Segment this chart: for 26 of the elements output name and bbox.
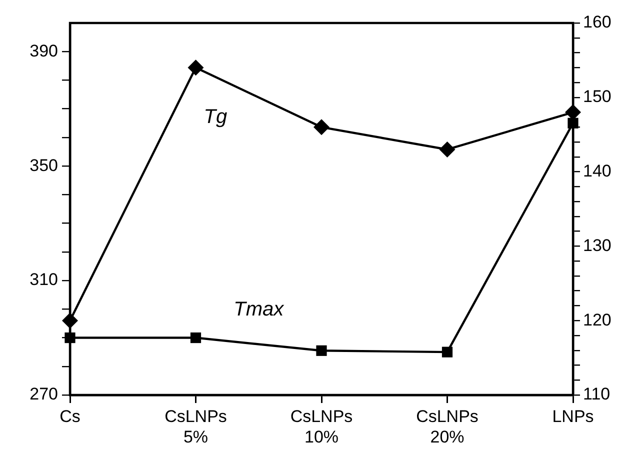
point [439, 141, 456, 158]
x-tick-label: CsLNPs 10% [290, 406, 353, 446]
y-tick-label: 310 [30, 270, 58, 290]
y-tick-label: 350 [30, 156, 58, 175]
x-tick-label: CsLNPs 20% [416, 406, 478, 446]
series-label: Tmax [234, 298, 285, 320]
point [316, 345, 327, 356]
y-tick-label: 390 [30, 41, 58, 60]
y2-tick-label: 150 [583, 87, 612, 106]
x-tick-label: Cs [60, 406, 80, 426]
y2-tick-label: 160 [583, 12, 612, 32]
y2-tick-label: 130 [583, 236, 612, 255]
x-tick-label: CsLNPs 5% [164, 406, 227, 446]
y2-tick-label: 120 [583, 310, 612, 330]
point [314, 119, 330, 136]
point [64, 332, 76, 344]
x-tick-label: LNPs [552, 406, 594, 426]
y2-tick-label: 140 [583, 161, 612, 180]
point [442, 346, 453, 358]
point [188, 60, 204, 76]
series-label: Tg [204, 106, 228, 128]
point [190, 332, 202, 344]
y2-tick-label: 110 [583, 384, 610, 404]
point [568, 118, 578, 128]
point [62, 312, 78, 329]
y-tick-label: 270 [30, 384, 58, 404]
